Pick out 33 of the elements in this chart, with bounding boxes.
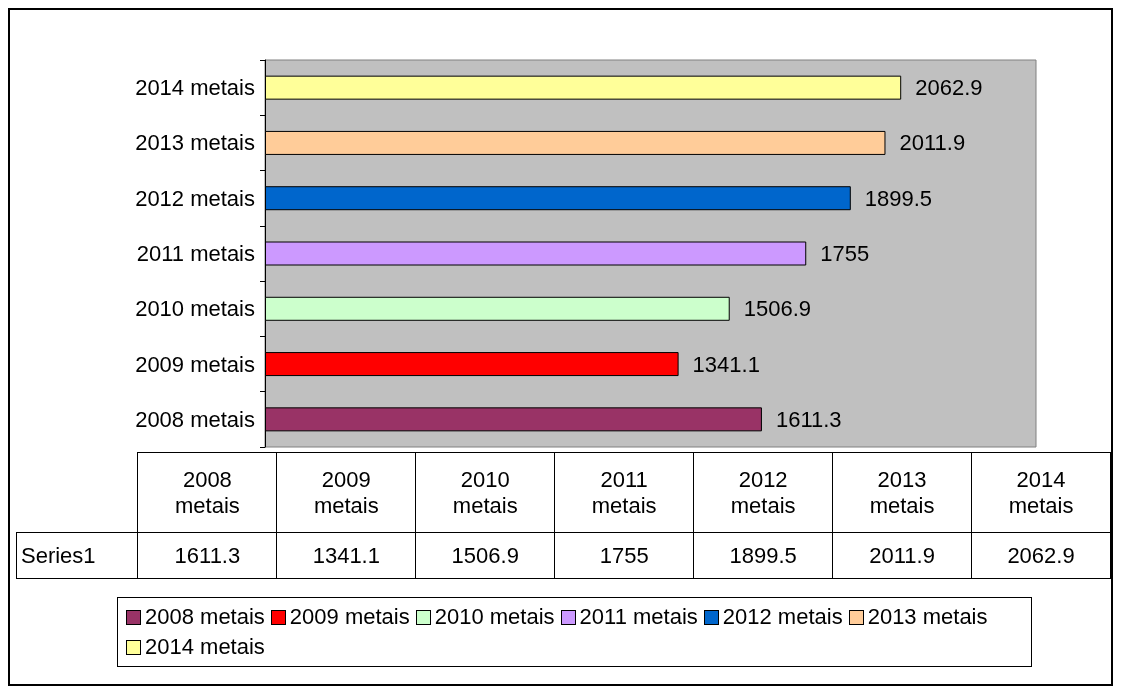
data-label: 1506.9 bbox=[743, 296, 812, 322]
category-label: 2011 metais bbox=[579, 604, 698, 629]
text: 2011.9 bbox=[869, 542, 935, 568]
category-label: 2011 metais bbox=[591, 466, 657, 518]
text: Series1 bbox=[16, 532, 138, 579]
category-label: 2009 metais bbox=[289, 604, 410, 629]
category-label: 2010 metais bbox=[452, 466, 518, 518]
category-label: 2013 metais bbox=[869, 466, 935, 518]
category-label: 2009 metais bbox=[313, 466, 379, 518]
data-label: 1755 bbox=[820, 241, 870, 266]
data-label: 2062.9 bbox=[915, 75, 983, 101]
text: 2062.9 bbox=[1007, 542, 1075, 568]
category-label: 2012 metais bbox=[722, 604, 843, 629]
category-label: 2014 metais bbox=[1008, 466, 1074, 518]
y-tick-label: 2013 metais bbox=[135, 130, 255, 156]
y-tick-label: 2010 metais bbox=[135, 296, 255, 322]
y-tick-label: 2012 metais bbox=[135, 185, 255, 211]
category-label: 2013 metais bbox=[867, 604, 988, 629]
text: 1341.1 bbox=[312, 542, 380, 568]
data-label: 2011.9 bbox=[899, 130, 966, 156]
text: 1899.5 bbox=[729, 542, 797, 568]
data-label: 1611.3 bbox=[775, 406, 842, 432]
text: 1506.9 bbox=[451, 542, 519, 568]
category-label: 2010 metais bbox=[434, 604, 555, 629]
text: 1755 bbox=[599, 542, 649, 568]
y-tick-label: 2011 metais bbox=[136, 241, 255, 266]
data-label: 1899.5 bbox=[864, 185, 933, 211]
y-tick-label: 2009 metais bbox=[135, 351, 255, 377]
category-label: 2012 metais bbox=[730, 466, 796, 518]
text: 1611.3 bbox=[174, 542, 241, 568]
y-tick-label: 2014 metais bbox=[135, 75, 255, 101]
data-label: 1341.1 bbox=[692, 351, 760, 377]
y-tick-label: 2008 metais bbox=[135, 406, 255, 432]
